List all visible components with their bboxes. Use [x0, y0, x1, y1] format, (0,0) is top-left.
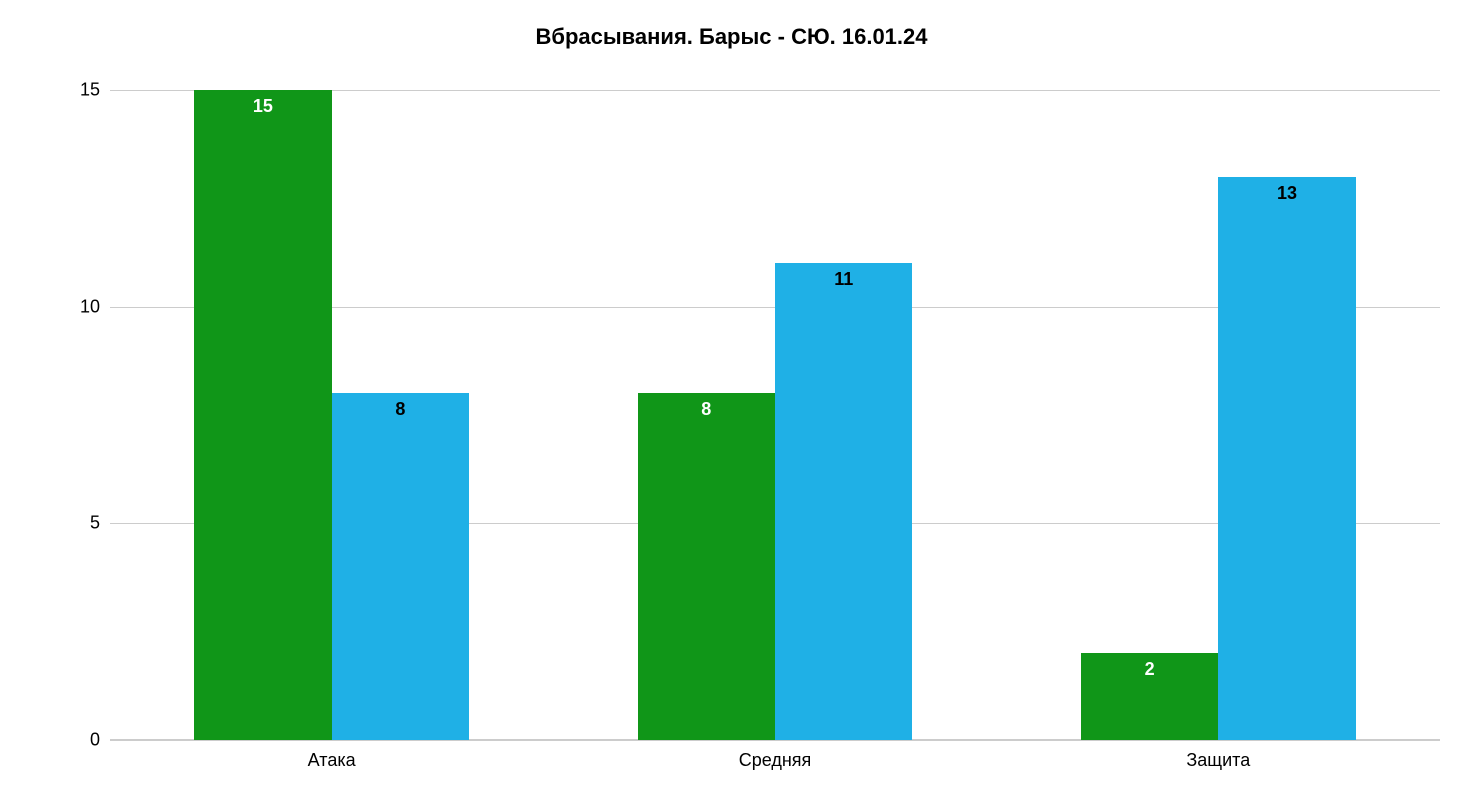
gridline	[110, 740, 1440, 741]
bar: 13	[1218, 177, 1355, 740]
bar: 2	[1081, 653, 1218, 740]
chart-title: Вбрасывания. Барыс - СЮ. 16.01.24	[0, 24, 1463, 50]
bar-value-label: 15	[194, 96, 331, 117]
bar: 15	[194, 90, 331, 740]
bar: 8	[638, 393, 775, 740]
y-tick-label: 10	[80, 296, 100, 317]
bar-value-label: 13	[1218, 183, 1355, 204]
x-tick-label: Атака	[308, 750, 356, 771]
y-tick-label: 5	[90, 513, 100, 534]
bar-value-label: 2	[1081, 659, 1218, 680]
plot-area: 051015Атака158Средняя811Защита213	[110, 90, 1440, 740]
bar: 8	[332, 393, 469, 740]
bar-value-label: 8	[638, 399, 775, 420]
x-tick-label: Защита	[1186, 750, 1250, 771]
bar-chart: Вбрасывания. Барыс - СЮ. 16.01.24 0 5 10 15…	[0, 0, 1463, 810]
y-tick-label: 15	[80, 80, 100, 101]
bar-value-label: 11	[775, 269, 912, 290]
y-tick-label: 0	[90, 730, 100, 751]
bar: 11	[775, 263, 912, 740]
x-tick-label: Средняя	[739, 750, 812, 771]
bar-value-label: 8	[332, 399, 469, 420]
